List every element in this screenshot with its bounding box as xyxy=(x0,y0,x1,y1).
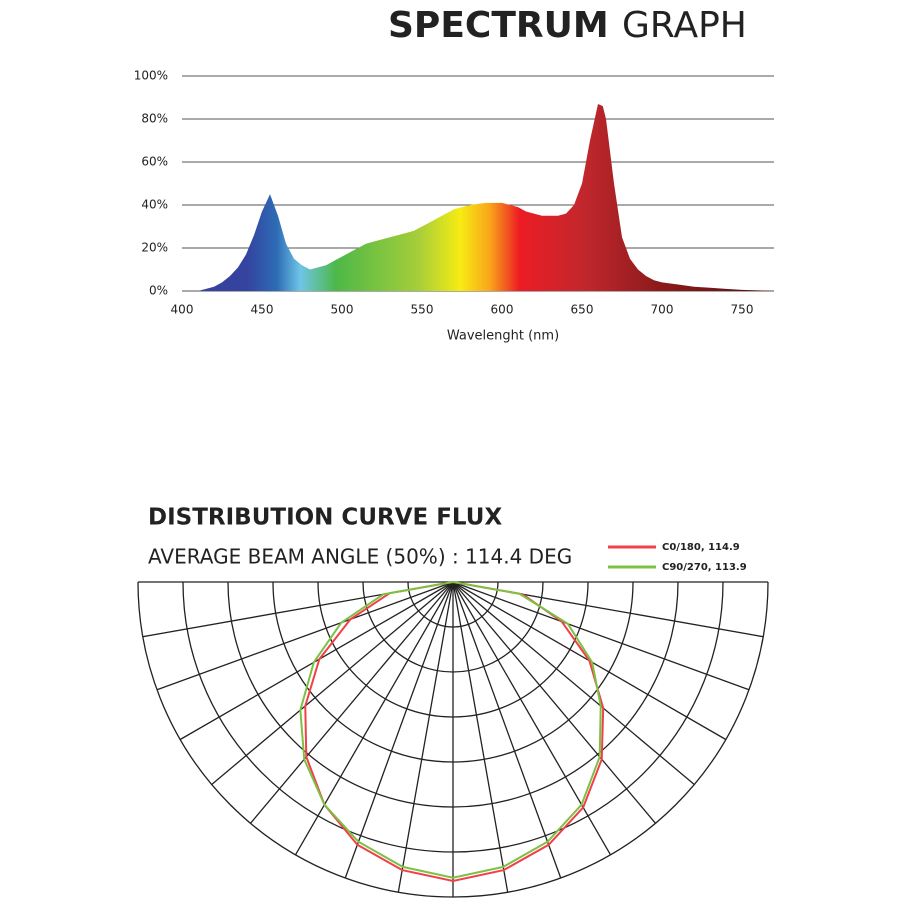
x-tick-label: 600 xyxy=(491,303,514,317)
radial-grid xyxy=(294,581,454,856)
radial-grid xyxy=(250,581,454,824)
y-tick-label: 0% xyxy=(149,284,168,298)
polar-title: DISTRIBUTION CURVE FLUX xyxy=(148,505,502,531)
x-tick-label: 500 xyxy=(331,303,354,317)
radial-grid xyxy=(452,581,509,893)
y-tick-label: 80% xyxy=(141,112,168,126)
x-tick-label: 700 xyxy=(651,303,674,317)
x-axis-label: Wavelenght (nm) xyxy=(447,329,559,344)
title-light: GRAPH xyxy=(622,5,747,46)
radial-grid xyxy=(452,581,656,824)
distribution-curve xyxy=(299,581,602,879)
radial-grid xyxy=(452,581,750,691)
y-tick-label: 100% xyxy=(134,69,168,83)
radial-grid xyxy=(211,581,454,785)
radial-grid xyxy=(179,581,454,741)
y-tick-label: 40% xyxy=(141,198,168,212)
radial-grid xyxy=(156,581,454,691)
polar-subtitle: AVERAGE BEAM ANGLE (50%) : 114.4 DEG xyxy=(148,545,572,569)
legend-label: C0/180, 114.9 xyxy=(662,542,740,553)
radial-grid xyxy=(452,581,695,785)
radial-grid xyxy=(452,581,612,856)
title-bold: SPECTRUM xyxy=(388,5,609,46)
x-tick-label: 400 xyxy=(171,303,194,317)
x-tick-label: 450 xyxy=(251,303,274,317)
y-tick-label: 20% xyxy=(141,241,168,255)
legend-label: C90/270, 113.9 xyxy=(662,562,747,573)
x-tick-label: 650 xyxy=(571,303,594,317)
x-tick-label: 750 xyxy=(731,303,754,317)
radial-grid xyxy=(397,581,454,893)
radial-grid xyxy=(452,581,562,879)
radial-grid xyxy=(344,581,454,879)
distribution-curve xyxy=(304,581,605,882)
x-tick-label: 550 xyxy=(411,303,434,317)
y-tick-label: 60% xyxy=(141,155,168,169)
spectrum-area xyxy=(182,103,774,291)
